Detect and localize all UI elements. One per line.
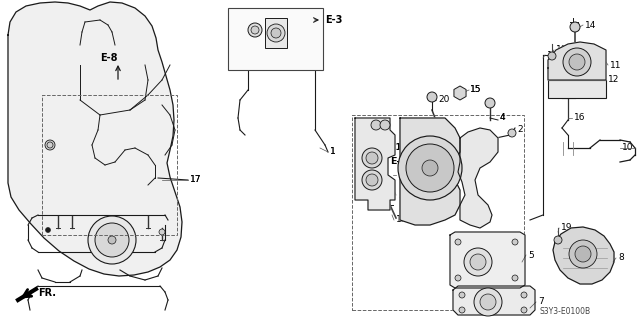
Circle shape [569,54,585,70]
Circle shape [570,22,580,32]
Circle shape [108,236,116,244]
Circle shape [427,92,437,102]
Text: 17: 17 [190,175,202,184]
Bar [265,18,287,48]
Bar [352,115,524,310]
Text: 5: 5 [528,250,534,259]
Polygon shape [450,232,525,288]
Polygon shape [458,128,498,228]
Circle shape [362,148,382,168]
Circle shape [455,239,461,245]
Text: S3Y3-E0100B: S3Y3-E0100B [540,308,591,316]
Circle shape [406,144,454,192]
Polygon shape [453,286,535,315]
Text: 19: 19 [561,224,573,233]
Polygon shape [355,118,395,210]
Circle shape [45,227,51,233]
Polygon shape [553,227,614,284]
Text: E-3: E-3 [325,15,342,25]
Circle shape [521,307,527,313]
Text: 18: 18 [547,50,559,60]
Text: 15: 15 [470,85,481,94]
Polygon shape [548,42,606,80]
Text: 1: 1 [330,147,336,157]
Circle shape [575,246,591,262]
Text: FR.: FR. [38,288,56,298]
Circle shape [371,120,381,130]
Circle shape [366,174,378,186]
Text: 4: 4 [500,114,506,122]
Circle shape [422,160,438,176]
Text: 6: 6 [358,186,364,195]
Text: 17: 17 [190,175,202,184]
Circle shape [271,28,281,38]
Circle shape [521,292,527,298]
Circle shape [366,152,378,164]
Text: 15: 15 [470,85,481,94]
Polygon shape [400,118,460,225]
Circle shape [159,229,165,235]
Circle shape [459,292,465,298]
Circle shape [455,275,461,281]
Circle shape [480,294,496,310]
Bar [548,80,606,98]
Circle shape [470,254,486,270]
Text: 14: 14 [585,20,596,29]
Circle shape [45,140,55,150]
Text: 3: 3 [398,190,404,199]
Circle shape [459,307,465,313]
Circle shape [508,129,516,137]
Text: E-8: E-8 [100,53,118,63]
Text: 2: 2 [517,125,523,135]
Circle shape [248,23,262,37]
Text: 1: 1 [330,147,336,157]
Circle shape [95,223,129,257]
Circle shape [474,288,502,316]
Text: 4: 4 [500,114,506,122]
Circle shape [554,236,562,244]
Text: 8: 8 [618,254,624,263]
Text: 7: 7 [538,298,544,307]
Circle shape [88,216,136,264]
Bar [228,8,323,70]
Circle shape [267,24,285,42]
Text: 9: 9 [398,170,404,180]
Text: 12: 12 [608,76,620,85]
Circle shape [251,26,259,34]
Circle shape [512,239,518,245]
Text: 16: 16 [574,114,586,122]
Circle shape [464,248,492,276]
Bar [42,95,177,235]
Text: 19: 19 [556,46,568,55]
Circle shape [512,275,518,281]
Circle shape [563,48,591,76]
Polygon shape [8,2,182,276]
Circle shape [398,136,462,200]
Text: 10: 10 [622,144,634,152]
Text: 20: 20 [438,95,449,105]
Circle shape [362,170,382,190]
Text: E-15-10: E-15-10 [390,158,431,167]
Circle shape [485,98,495,108]
Circle shape [569,240,597,268]
Circle shape [380,120,390,130]
Text: E-15-10: E-15-10 [385,144,426,152]
Circle shape [548,52,556,60]
Text: 11: 11 [610,61,621,70]
Text: 13: 13 [396,216,408,225]
